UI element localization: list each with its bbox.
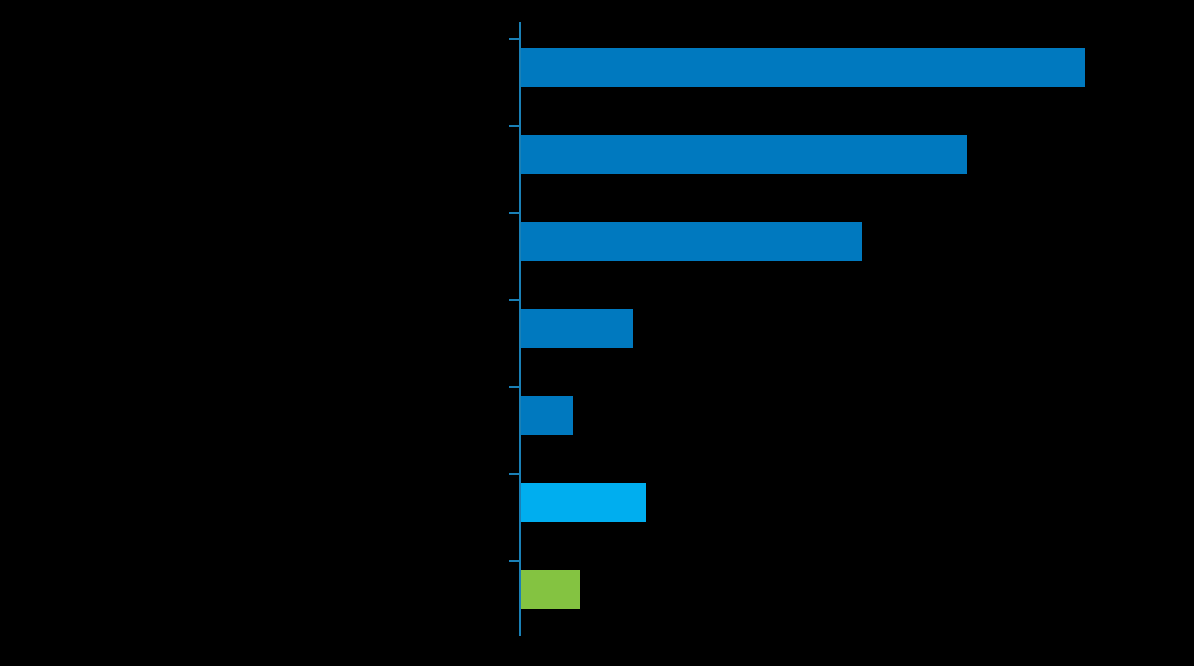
tick-mark — [509, 386, 519, 388]
bar-chart — [0, 0, 1194, 666]
bar-6 — [521, 483, 646, 522]
tick-mark — [509, 560, 519, 562]
bar-3 — [521, 222, 862, 261]
bar-7 — [521, 570, 580, 609]
bar-2 — [521, 135, 967, 174]
bar-4 — [521, 309, 633, 348]
tick-mark — [509, 125, 519, 127]
tick-mark — [509, 212, 519, 214]
tick-mark — [509, 299, 519, 301]
bar-5 — [521, 396, 573, 435]
tick-mark — [509, 473, 519, 475]
bar-1 — [521, 48, 1085, 87]
tick-mark — [509, 38, 519, 40]
